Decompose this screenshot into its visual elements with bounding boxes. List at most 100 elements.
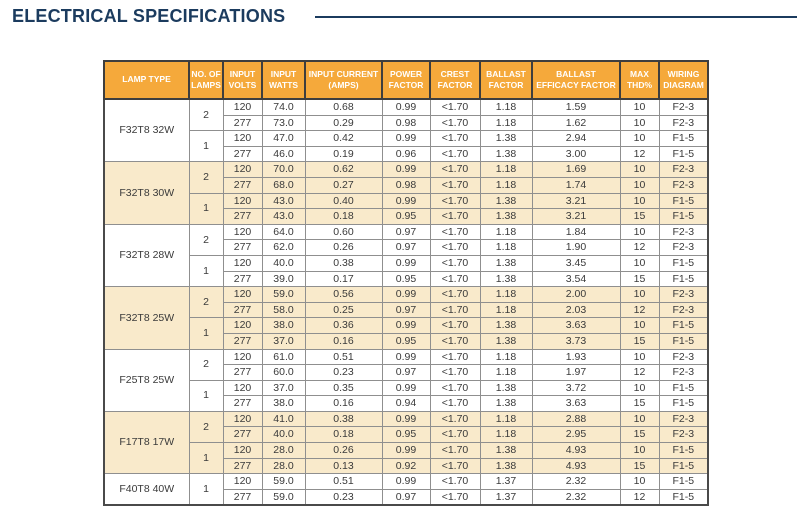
lamp-type-cell: F17T8 17W: [103, 410, 190, 475]
data-cell: 1.38: [479, 192, 533, 210]
data-cell: 0.99: [381, 348, 431, 366]
data-cell: 37.0: [261, 379, 306, 397]
lamp-count-cell: 2: [188, 410, 224, 444]
data-cell: <1.70: [429, 348, 481, 366]
data-cell: F2-3: [658, 301, 709, 319]
data-cell: 0.97: [381, 364, 431, 381]
data-cell: 3.45: [531, 254, 621, 272]
table-body: F32T8 32W 2 120 74.0 0.68 0.99 <1.70 1.18 1.59 10…: [103, 98, 709, 506]
lamp-type-cell: F32T8 28W: [103, 223, 190, 288]
column-header: BALLAST EFFICACY FACTOR: [531, 60, 621, 100]
data-cell: 15: [619, 270, 660, 288]
data-cell: 120: [222, 473, 263, 490]
data-cell: F2-3: [658, 426, 709, 444]
table-row: 1 120 47.0 0.42 0.99 <1.70 1.38 2.94 10 F1-5: [104, 130, 709, 163]
data-cell: 3.21: [531, 208, 621, 225]
data-cell: 2.95: [531, 426, 621, 444]
data-cell: F1-5: [658, 270, 709, 288]
data-cell: 68.0: [261, 176, 306, 194]
data-cell: 120: [222, 161, 263, 178]
data-cell: 1.18: [479, 98, 533, 116]
table-row: F32T8 30W 2 120 70.0 0.62 0.99 <1.70 1.18 1.69 10…: [103, 161, 709, 225]
data-cell: 1.37: [479, 473, 533, 490]
lamp-count-cell: 2: [188, 286, 224, 319]
data-cell: 4.93: [531, 442, 621, 459]
lamp-count-cell: 2: [188, 348, 224, 381]
data-cell: 15: [619, 457, 660, 475]
table-row: F25T8 25W 2 120 61.0 0.51 0.99 <1.70 1.18 1.93 10…: [103, 348, 709, 412]
data-cell: <1.70: [429, 239, 481, 256]
data-cell: 2.94: [531, 130, 621, 147]
data-cell: 120: [222, 317, 263, 334]
data-cell: 59.0: [261, 473, 306, 490]
table-row: 277 40.0 0.18 0.95 <1.70 1.18 2.95 15 F2-3: [104, 426, 709, 444]
column-header: MAX THD%: [619, 60, 660, 100]
data-cell: 277: [222, 114, 263, 132]
data-cell: 1.18: [479, 301, 533, 319]
data-cell: 10: [619, 473, 660, 490]
data-cell: 0.98: [381, 176, 431, 194]
data-cell: 0.99: [381, 254, 431, 272]
data-cell: F1-5: [658, 192, 709, 210]
data-cell: 1.38: [479, 130, 533, 147]
data-cell: 120: [222, 223, 263, 241]
data-cell: 1.38: [479, 270, 533, 288]
data-cell: 1.37: [479, 488, 533, 506]
data-cell: F2-3: [658, 364, 709, 381]
data-cell: 61.0: [261, 348, 306, 366]
data-cell: 1.18: [479, 176, 533, 194]
data-cell: 0.99: [381, 98, 431, 116]
data-cell: 0.42: [304, 130, 383, 147]
data-cell: 277: [222, 208, 263, 225]
data-cell: 10: [619, 192, 660, 210]
data-cell: 277: [222, 457, 263, 475]
data-cell: 1.59: [531, 98, 621, 116]
lamp-count-cell: 1: [188, 130, 224, 163]
data-cell: 38.0: [261, 317, 306, 334]
data-cell: 0.97: [381, 488, 431, 506]
data-cell: 1.69: [531, 161, 621, 178]
data-cell: 3.00: [531, 145, 621, 163]
table-row: 1 120 43.0 0.40 0.99 <1.70 1.38 3.21 10 F1-5: [104, 192, 709, 225]
data-cell: 1.74: [531, 176, 621, 194]
data-cell: 0.16: [304, 332, 383, 350]
lamp-type-cell: F32T8 25W: [103, 286, 190, 350]
data-cell: 277: [222, 270, 263, 288]
data-cell: F2-3: [658, 286, 709, 303]
data-cell: 40.0: [261, 426, 306, 444]
data-cell: <1.70: [429, 130, 481, 147]
data-cell: 1.38: [479, 395, 533, 412]
table-row: F32T8 28W 2 120 64.0 0.60 0.97 <1.70 1.18 1.84 10…: [103, 223, 709, 288]
data-cell: <1.70: [429, 98, 481, 116]
data-cell: <1.70: [429, 410, 481, 428]
data-cell: 0.29: [304, 114, 383, 132]
data-cell: 1.18: [479, 410, 533, 428]
lamp-count-cell: 1: [188, 254, 224, 288]
data-cell: 0.97: [381, 239, 431, 256]
data-cell: 62.0: [261, 239, 306, 256]
data-cell: 3.21: [531, 192, 621, 210]
data-cell: 277: [222, 301, 263, 319]
data-cell: 1.18: [479, 223, 533, 241]
column-header: INPUT WATTS: [261, 60, 306, 100]
data-cell: F1-5: [658, 254, 709, 272]
lamp-count-cell: 1: [188, 473, 224, 506]
data-cell: <1.70: [429, 254, 481, 272]
data-cell: 0.16: [304, 395, 383, 412]
data-cell: 0.38: [304, 254, 383, 272]
data-cell: F1-5: [658, 395, 709, 412]
data-cell: 10: [619, 130, 660, 147]
table-row: 277 62.0 0.26 0.97 <1.70 1.18 1.90 12 F2-3: [104, 239, 709, 256]
data-cell: 0.99: [381, 317, 431, 334]
data-cell: 1.18: [479, 426, 533, 444]
data-cell: 0.92: [381, 457, 431, 475]
data-cell: 1.84: [531, 223, 621, 241]
data-cell: F1-5: [658, 457, 709, 475]
table-row: 277 59.0 0.23 0.97 <1.70 1.37 2.32 12 F1-5: [104, 488, 709, 506]
data-cell: 0.95: [381, 270, 431, 288]
data-cell: F1-5: [658, 317, 709, 334]
data-cell: 3.72: [531, 379, 621, 397]
data-cell: 10: [619, 442, 660, 459]
data-cell: 0.95: [381, 332, 431, 350]
data-cell: 277: [222, 176, 263, 194]
